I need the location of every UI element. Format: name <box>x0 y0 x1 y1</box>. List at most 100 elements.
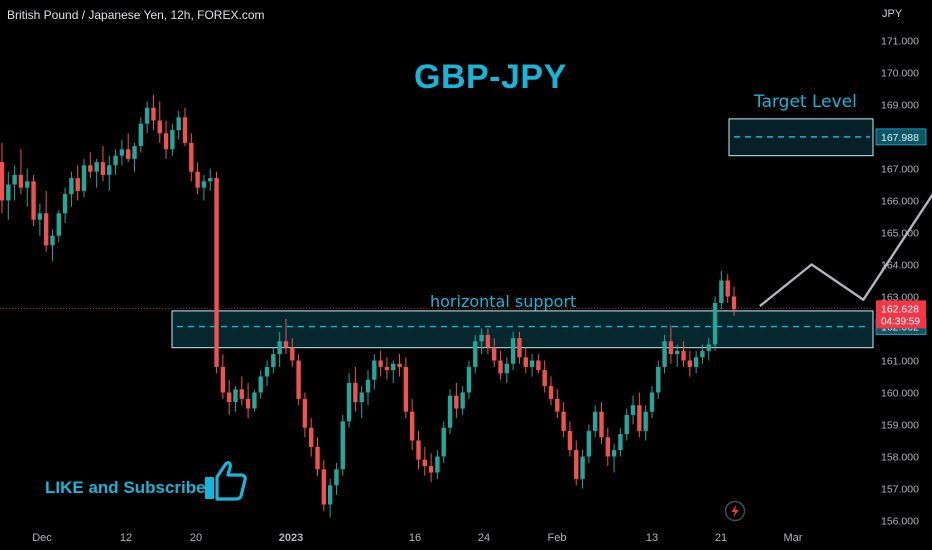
candle-body <box>510 338 516 364</box>
candle-body <box>163 133 169 150</box>
candle-body <box>157 120 162 134</box>
x-tick-label: 13 <box>646 532 658 544</box>
candle-body <box>0 162 5 201</box>
candle-body <box>731 296 737 310</box>
candle-body <box>252 392 257 409</box>
candle-body <box>126 149 131 159</box>
candle-body <box>687 360 693 367</box>
candle-body <box>611 450 617 457</box>
candle-body <box>138 123 144 147</box>
candle-body <box>624 414 629 435</box>
candle-body <box>309 427 314 447</box>
candle-body <box>6 184 11 201</box>
candle-body <box>50 235 55 246</box>
y-tick-label: 164.000 <box>881 260 919 272</box>
candle-body <box>302 398 308 428</box>
candle-body <box>239 389 244 399</box>
support-label: horizontal support <box>430 292 577 311</box>
candle-body <box>144 107 150 124</box>
candle-body <box>81 165 87 191</box>
target-level-badge <box>875 128 927 146</box>
candle-body <box>479 334 484 342</box>
x-tick-label: Feb <box>548 532 567 544</box>
candle-body <box>409 411 415 441</box>
candle-body <box>466 366 472 393</box>
candle-body <box>548 386 554 399</box>
candle-body <box>700 350 705 358</box>
candle-body <box>719 280 724 303</box>
candle-body <box>441 427 446 457</box>
lightning-icon[interactable] <box>724 500 746 522</box>
target-level-value: 167.988 <box>881 132 919 144</box>
x-tick-label: 2023 <box>279 532 303 544</box>
candle-body <box>214 178 219 367</box>
candle-body <box>492 347 497 361</box>
candle-body <box>630 405 636 415</box>
x-tick-label: 12 <box>120 532 132 544</box>
candle-body <box>384 366 390 371</box>
candle-body <box>189 142 194 172</box>
candle-body <box>529 360 535 367</box>
symbol-title: British Pound / Japanese Yen, 12h, FOREX… <box>7 8 265 22</box>
y-tick-label: 156.000 <box>881 516 919 528</box>
x-tick-label: 16 <box>409 532 421 544</box>
y-tick-label: 157.000 <box>881 484 919 496</box>
candle-body <box>75 178 80 191</box>
candle-body <box>31 181 36 220</box>
candle-body <box>296 360 301 399</box>
y-tick-label: 171.000 <box>881 36 919 48</box>
x-tick-label: 24 <box>478 532 490 544</box>
candle-body <box>391 363 396 371</box>
candle-body <box>25 181 30 188</box>
candle-body <box>132 146 137 159</box>
support-zone <box>171 310 874 349</box>
y-tick-label: 161.000 <box>881 356 919 368</box>
candle-body <box>574 450 579 479</box>
candle-body <box>656 366 661 393</box>
candle-body <box>454 395 459 409</box>
candle-body <box>637 405 642 431</box>
candle-body <box>321 469 327 505</box>
candle-body <box>536 360 541 371</box>
candle-body <box>258 376 263 393</box>
candle-body <box>428 466 434 473</box>
like-subscribe-text: LIKE and Subscribe <box>45 478 206 497</box>
candle-body <box>712 302 718 345</box>
candle-body <box>88 165 93 172</box>
candle-body <box>618 434 623 451</box>
candle-body <box>94 162 99 172</box>
candle-body <box>473 341 478 367</box>
candle-body <box>668 341 674 355</box>
candle-body <box>378 360 383 367</box>
candle-body <box>195 171 200 188</box>
candle-body <box>586 430 592 457</box>
candle-body <box>359 392 364 403</box>
candle-body <box>353 382 358 403</box>
candle-body <box>12 174 17 185</box>
candle-body <box>69 178 74 195</box>
candle-body <box>151 107 156 121</box>
y-tick-label: 160.000 <box>881 388 919 400</box>
candle-body <box>542 370 547 387</box>
candle-body <box>649 392 655 412</box>
candle-body <box>271 354 276 367</box>
candle-body <box>340 421 345 470</box>
candle-body <box>208 178 213 182</box>
current-price-value: 162.628 <box>881 303 919 315</box>
candle-body <box>498 360 503 374</box>
candle-body <box>422 459 427 467</box>
candle-body <box>693 357 699 367</box>
candle-body <box>346 382 352 422</box>
candle-body <box>327 485 333 505</box>
candle-body <box>100 162 106 175</box>
candle-body <box>290 347 295 361</box>
candle-body <box>485 334 491 348</box>
candle-body <box>681 350 686 361</box>
candle-body <box>62 194 68 214</box>
y-tick-label: 169.000 <box>881 100 919 112</box>
candle-body <box>226 392 232 403</box>
candle-body <box>113 155 118 166</box>
candle-body <box>372 360 377 380</box>
y-tick-label: 158.000 <box>881 452 919 464</box>
